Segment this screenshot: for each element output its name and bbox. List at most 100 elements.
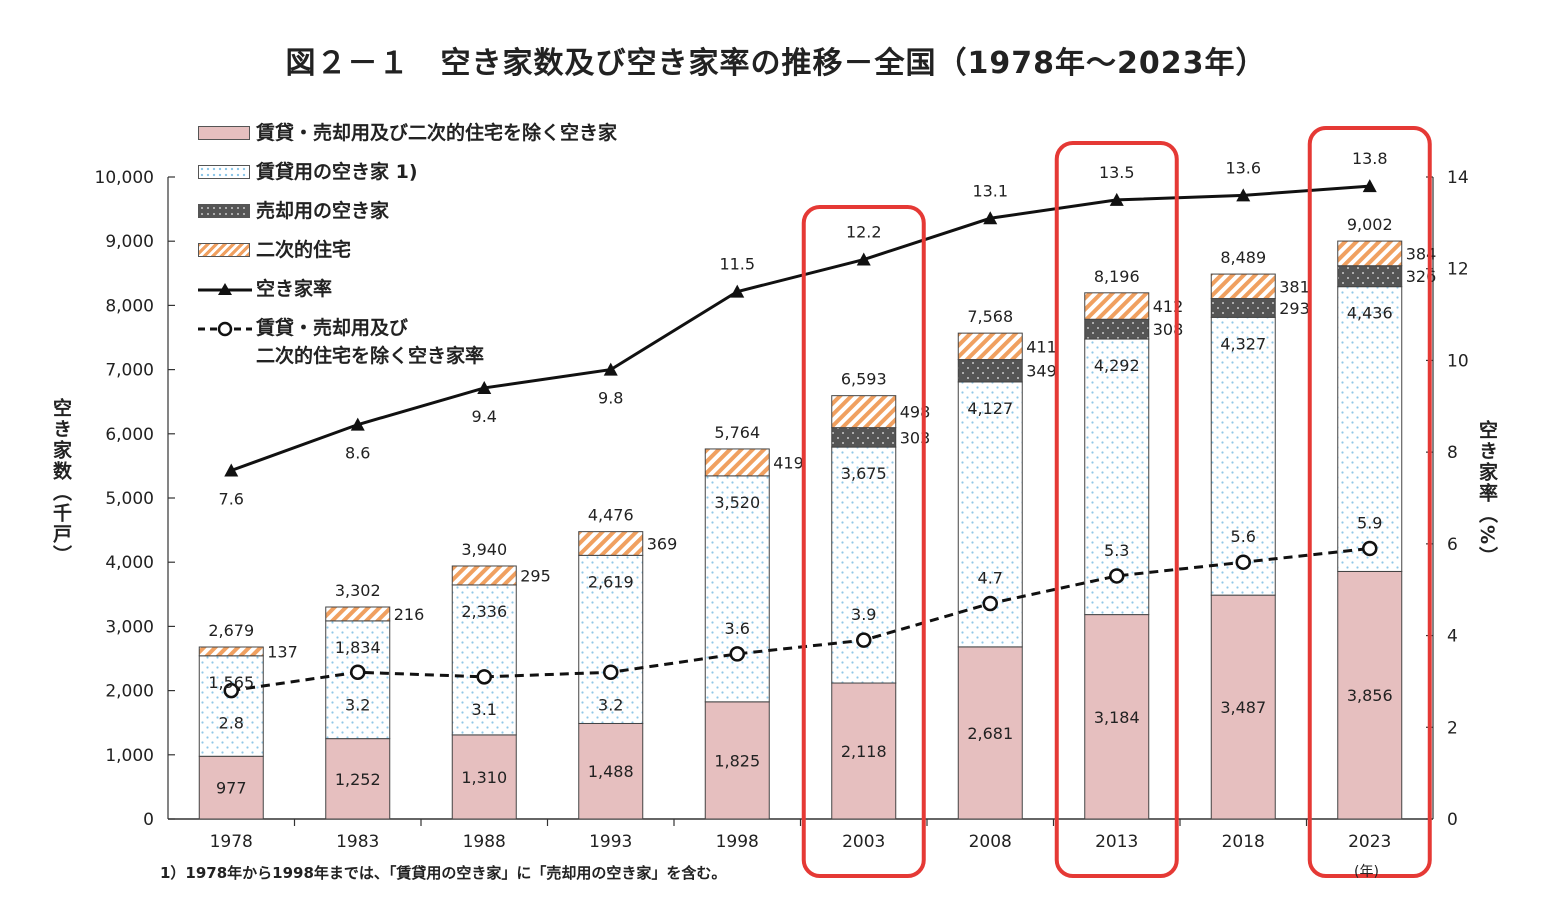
bar-secondary [578,531,644,556]
line-rate [230,184,1370,472]
bar-total-label: 3,940 [461,540,507,559]
point-rate [1362,179,1377,193]
bar-sale [957,359,1023,383]
bar-label-secondary: 419 [773,453,804,472]
label-rate-other: 4.7 [978,568,1003,587]
point-rate-other [476,669,492,685]
bar-label-rental: 4,436 [1347,304,1393,323]
point-rate-other [350,664,366,681]
label-rate-other: 5.9 [1357,513,1382,532]
legend-swatch-other [198,126,250,140]
bar-label-rental: 1,565 [208,673,254,692]
label-rate-other: 3.6 [725,619,750,638]
y-tick-label: 4,000 [105,553,154,573]
bar-label-other: 3,184 [1094,708,1140,727]
bar-total-label: 3,302 [335,581,381,600]
bar-label-secondary: 216 [394,605,425,624]
bar-label-rental: 4,127 [967,399,1013,418]
bar-label-rental: 2,336 [461,602,507,621]
bar-total-label: 9,002 [1347,215,1393,234]
bar-total-label: 4,476 [588,506,634,525]
bar-label-other: 1,310 [461,768,507,787]
bar-label-other: 1,252 [335,770,381,789]
bar-label-secondary: 411 [1026,337,1057,356]
bar-other [325,738,391,820]
bar-label-other: 977 [216,779,247,798]
point-rate [350,417,365,431]
point-rate-other [729,646,745,662]
bar-label-other: 1,825 [714,751,760,770]
x-tick-label: 2003 [842,832,885,852]
bar-secondary [325,606,391,622]
label-rate: 7.6 [219,489,244,508]
bar-label-other: 3,856 [1347,686,1393,705]
x-tick-label: 1978 [210,832,253,852]
y-tick-label: 6,000 [105,425,154,445]
label-rate: 11.5 [719,255,755,274]
bar-sale [831,427,897,448]
legend-label-rental: 賃貸用の空き家 1) [256,161,418,183]
bar-total-label: 5,764 [714,423,760,442]
x-tick-label: 2013 [1095,832,1138,852]
bar-label-other: 3,487 [1220,698,1266,717]
highlight-box-2003 [801,205,926,878]
x-axis-unit: (年) [1354,864,1379,880]
label-rate: 9.8 [598,389,623,408]
y2-axis-label: 空き家率（%） [1476,420,1498,568]
bar-label-sale: 293 [1279,299,1310,318]
y-tick-label: 0 [143,810,154,830]
y-tick-label: 7,000 [105,361,154,381]
bar-other [198,755,264,820]
x-tick-label: 2008 [969,832,1012,852]
legend-swatch-sale [198,204,250,218]
y2-tick-label: 6 [1447,535,1458,555]
x-tick-label: 1988 [463,832,506,852]
bar-label-secondary: 381 [1279,277,1310,296]
bar-label-other: 1,488 [588,762,634,781]
bar-rental [1210,316,1276,596]
bar-label-rental: 2,619 [588,572,634,591]
point-rate [983,211,998,225]
point-rate-other [1235,554,1251,570]
point-rate [1109,192,1124,206]
point-rate-other [1362,540,1378,557]
point-rate-other [1109,568,1125,584]
bar-secondary [451,565,517,586]
highlight-box-2023 [1307,126,1432,878]
label-rate: 13.8 [1352,149,1388,168]
bar-secondary [831,395,897,429]
bar-label-rental: 3,675 [841,464,887,483]
bar-label-secondary: 137 [267,642,298,661]
bar-other [451,734,517,820]
highlight-box-2013 [1054,141,1179,878]
y-tick-label: 5,000 [105,489,154,509]
bar-secondary [198,646,264,657]
legend-label-sale: 売却用の空き家 [256,200,390,222]
legend-swatch-rental [198,165,250,179]
x-tick-label: 1998 [716,832,759,852]
y-tick-label: 9,000 [105,232,154,252]
legend-swatch-secondary [198,243,250,257]
point-rate-other [982,595,998,612]
y-tick-label: 2,000 [105,682,154,702]
bar-label-sale: 349 [1026,362,1057,381]
bar-secondary [1084,292,1150,320]
point-rate [1236,188,1251,202]
label-rate-other: 3.9 [851,605,876,624]
point-rate [856,252,871,266]
bar-secondary [957,332,1023,361]
bar-total-label: 8,196 [1094,267,1140,286]
legend-line-rate [198,283,252,295]
y2-tick-label: 8 [1447,443,1458,463]
label-rate: 13.1 [972,181,1008,200]
bar-rental [704,475,770,703]
label-rate-other: 3.1 [472,700,497,719]
chart-title: 図２－１ 空き家数及び空き家率の推移－全国（1978年～2023年） [285,46,1267,81]
line-rate-other [231,546,1370,693]
bar-label-rental: 1,834 [335,638,381,657]
bar-other [578,722,644,820]
bar-label-rental: 4,292 [1094,356,1140,375]
point-rate [477,380,492,394]
y-axis-label: 空き家数（千戸） [50,398,72,566]
